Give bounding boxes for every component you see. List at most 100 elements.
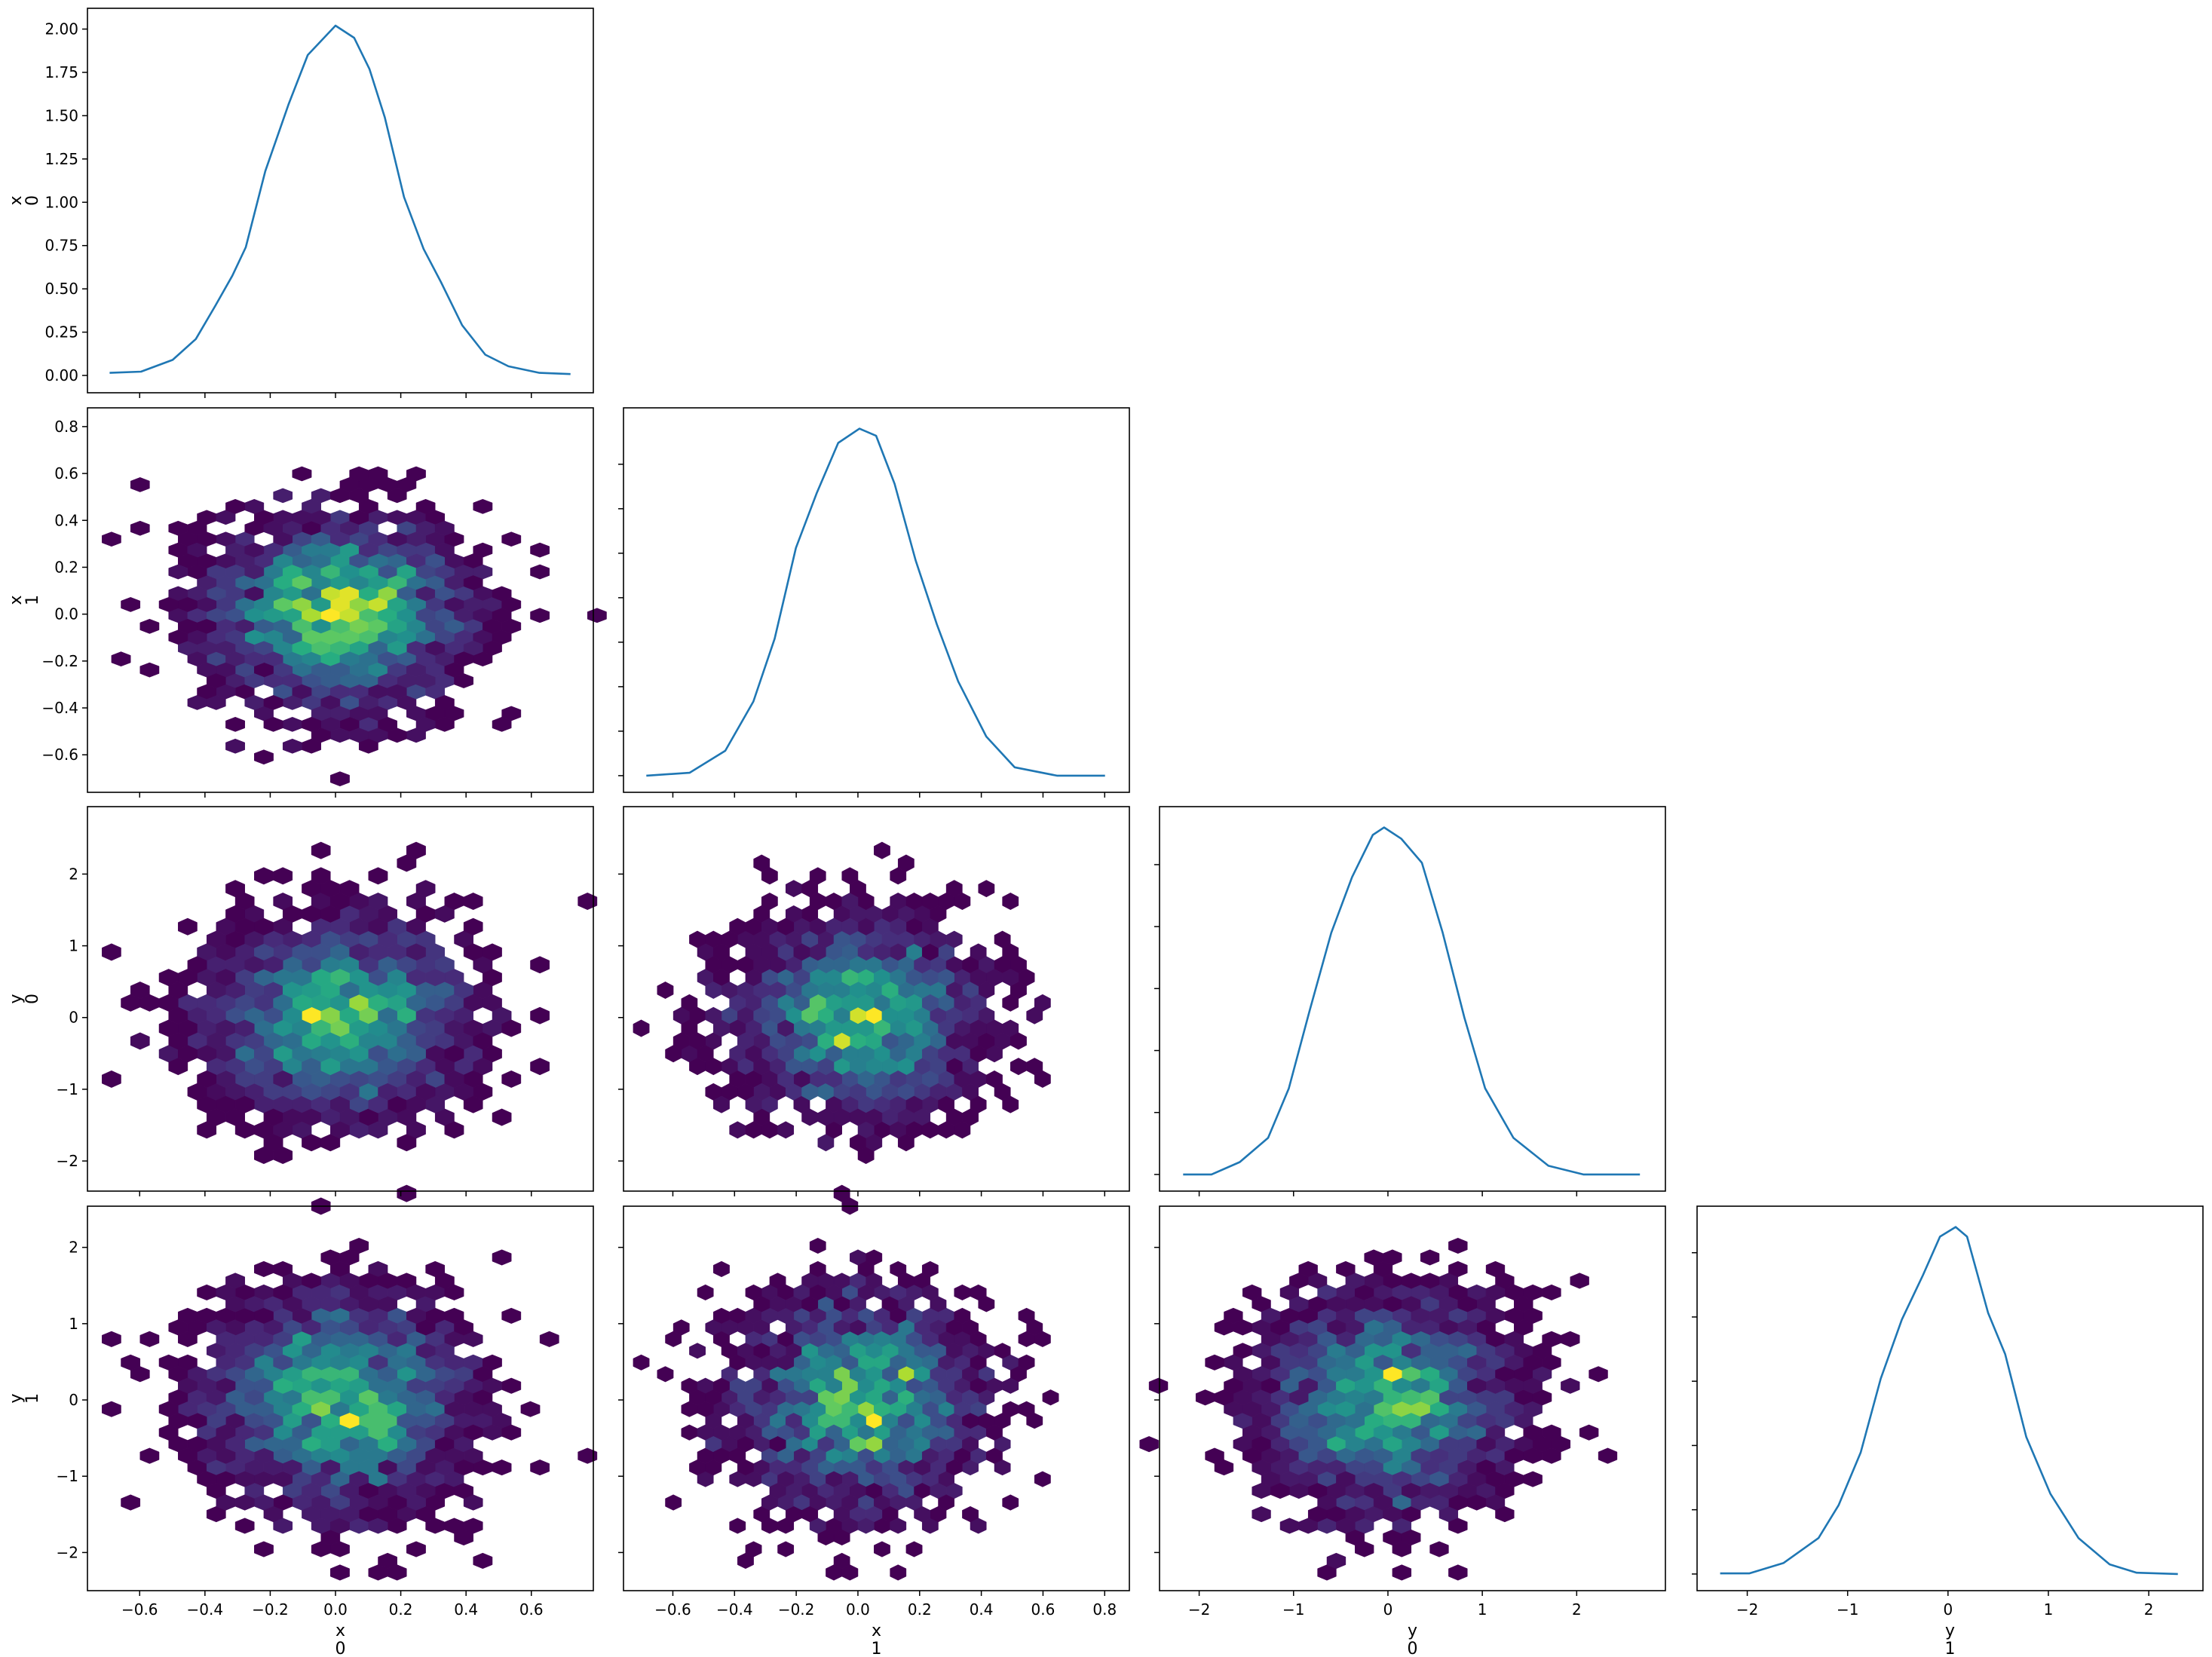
hexbin-cell bbox=[378, 1505, 397, 1523]
hexbin-cell bbox=[483, 1354, 502, 1371]
hexbin-cell bbox=[330, 1121, 350, 1139]
hexbin-cell bbox=[397, 956, 417, 974]
hexbin-cell bbox=[330, 488, 350, 504]
hexbin-cell bbox=[753, 1389, 771, 1406]
hexbin-cell bbox=[633, 1019, 650, 1037]
hexbin-cell bbox=[970, 969, 987, 987]
hexbin-cell bbox=[753, 854, 771, 872]
hexbin-cell bbox=[378, 651, 397, 667]
hexbin-cell bbox=[777, 917, 795, 936]
hexbin-cell bbox=[578, 1447, 598, 1464]
hexbin-cell bbox=[330, 771, 350, 787]
hexbin-cell bbox=[1383, 1249, 1402, 1266]
hexbin-cell bbox=[339, 1083, 360, 1101]
hexbin-cell bbox=[865, 1389, 883, 1406]
hexbin-cell bbox=[1355, 1541, 1374, 1557]
hexbin-cell bbox=[273, 1354, 293, 1371]
hexbin-cell bbox=[874, 943, 890, 961]
y-tick-label: 0.2 bbox=[54, 558, 78, 576]
hexbin-cell bbox=[1002, 1377, 1019, 1394]
hexbin-cell bbox=[1214, 1389, 1234, 1406]
hexbin-cell bbox=[857, 1518, 875, 1534]
hexbin-panel-3-1: −0.6 −0.4 −0.2 0.0 0.2 0.4 0.6 0.8 x1 bbox=[618, 1205, 1130, 1657]
hexbin-cell bbox=[282, 1436, 302, 1453]
hexbin-cell bbox=[330, 1541, 350, 1557]
hexbin-cell bbox=[368, 917, 388, 936]
hexbin-cell bbox=[501, 1070, 522, 1088]
hexbin-cell bbox=[406, 1095, 426, 1113]
hexbin-cell bbox=[483, 969, 502, 987]
hexbin-cell bbox=[368, 867, 388, 885]
hexbin-cell bbox=[168, 520, 188, 536]
hexbin-cell bbox=[178, 1354, 198, 1371]
kde-panel-1 bbox=[618, 407, 1130, 798]
hexbin-cell bbox=[1542, 1284, 1561, 1300]
hexbin-cell bbox=[225, 1273, 245, 1289]
hexbin-cell bbox=[769, 1483, 786, 1499]
hexbin-panel-1-0: −0.6 −0.4 −0.2 0.0 0.2 0.4 0.6 0.8 x1 bbox=[7, 407, 607, 798]
y-tick-label: 0.25 bbox=[44, 323, 78, 342]
x-tick-label: 0.6 bbox=[519, 1600, 544, 1619]
hexbin-cell bbox=[1242, 1401, 1262, 1417]
hexbin-cell bbox=[994, 1413, 1011, 1429]
hexbin-cell bbox=[158, 597, 179, 612]
y-axis-label-name: x bbox=[7, 195, 26, 205]
hexbin-cell bbox=[282, 1032, 302, 1050]
hexbin-cell bbox=[986, 1070, 1003, 1088]
hexbin-cell bbox=[841, 1494, 859, 1511]
hexbin-cell bbox=[713, 1377, 730, 1394]
hexbin-cell bbox=[444, 1121, 464, 1139]
axes-frame bbox=[623, 407, 1130, 793]
y-tick-label: 0.50 bbox=[44, 280, 78, 298]
hexbin-cell bbox=[263, 1134, 283, 1152]
hexbin-cell bbox=[1034, 1471, 1051, 1487]
hexbin-cell bbox=[358, 1319, 378, 1336]
y-tick-label: 1.50 bbox=[44, 106, 78, 124]
hexbin-cell bbox=[890, 867, 907, 885]
hexbin-cell bbox=[1042, 1389, 1059, 1406]
hexbin-cell bbox=[769, 1273, 786, 1289]
hexbin-cell bbox=[633, 1354, 650, 1371]
kde-panel-0: 0.00 0.25 0.50 0.75 1.00 1.25 1.50 1.75 2.00 x0 bbox=[7, 8, 594, 398]
hexbin-cell bbox=[387, 597, 407, 612]
hexbin-cell bbox=[713, 1019, 730, 1037]
kde-line bbox=[1720, 1226, 2178, 1576]
hexbin-cell bbox=[168, 982, 188, 999]
hexbin-cell bbox=[1010, 1032, 1027, 1050]
hexbin-cell bbox=[282, 716, 302, 732]
hexbin-cell bbox=[801, 982, 819, 999]
hexbin-cell bbox=[197, 1070, 217, 1088]
x-axis-label-coord: 0 bbox=[335, 1640, 346, 1657]
hexbin-cell bbox=[263, 956, 283, 974]
hexbin-cell bbox=[273, 488, 293, 504]
hexbin-cell bbox=[454, 1319, 473, 1336]
hexbin-cell bbox=[463, 893, 483, 911]
hexbin-cell bbox=[1542, 1331, 1561, 1347]
y-tick-label: 0.0 bbox=[54, 605, 78, 623]
hexbin-cell bbox=[121, 1494, 141, 1511]
hexbin-cell bbox=[415, 1459, 436, 1476]
hexbin-cell bbox=[745, 1095, 762, 1113]
hexbin-cell bbox=[850, 1436, 866, 1453]
y-tick-label: −1 bbox=[57, 1080, 78, 1098]
hexbin-cell bbox=[501, 597, 522, 612]
hexbin-cell bbox=[387, 618, 407, 634]
hexbin-cell bbox=[737, 1436, 754, 1453]
hexbin-cell bbox=[890, 1518, 907, 1534]
hexbin-cell bbox=[139, 618, 160, 634]
hexbin-cell bbox=[330, 1424, 350, 1441]
hexbin-cell bbox=[158, 1401, 179, 1417]
hexbin-cell bbox=[1485, 1307, 1506, 1324]
hexbin-cell bbox=[197, 1121, 217, 1139]
hexbin-cell bbox=[397, 1483, 417, 1499]
hexbin-cell bbox=[206, 1389, 226, 1406]
hexbin-cell bbox=[938, 1045, 954, 1063]
y-tick-label: 2 bbox=[69, 865, 78, 883]
hexbin-cell bbox=[206, 930, 226, 948]
hexbin-cell bbox=[1002, 1095, 1019, 1113]
hexbin-cell bbox=[945, 1459, 963, 1476]
hexbin-panel-3-2: −2 −1 0 1 2 y0 bbox=[1139, 1205, 1666, 1657]
hexbin-cell bbox=[865, 1249, 883, 1266]
hexbin-cell bbox=[530, 608, 550, 623]
hexbin-cell bbox=[444, 893, 464, 911]
